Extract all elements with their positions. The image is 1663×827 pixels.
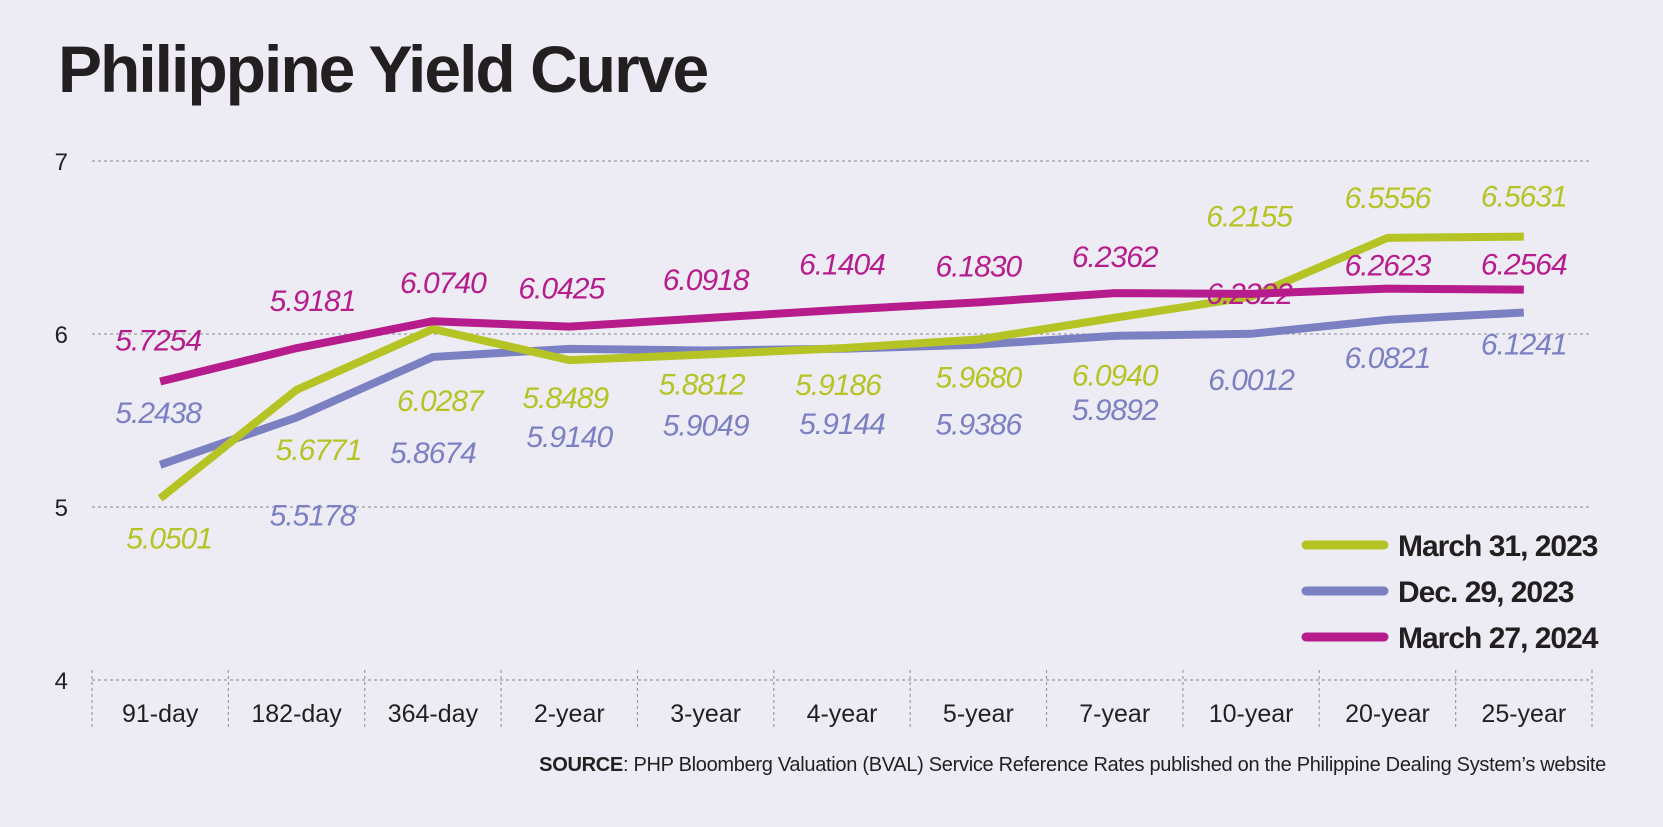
grid (91, 160, 1593, 728)
data-label: 6.0940 (1072, 360, 1159, 393)
x-tick-label: 3-year (670, 700, 741, 728)
data-label: 5.5178 (270, 499, 357, 532)
data-label: 5.9386 (935, 409, 1022, 442)
axes: 4 5 6 7 91-day 182-day 364-day 2-year 3-year 4-ye… (55, 149, 1567, 728)
legend-label: March 31, 2023 (1398, 530, 1598, 563)
y-tick-label: 7 (55, 149, 68, 176)
x-tick-label: 5-year (943, 700, 1014, 728)
data-label: 5.9144 (799, 408, 885, 441)
data-label: 6.1404 (799, 249, 885, 282)
x-tick-label: 10-year (1209, 700, 1294, 728)
data-label: 6.0740 (400, 267, 487, 300)
data-label: 6.0918 (663, 264, 750, 297)
data-label: 5.9680 (935, 362, 1022, 395)
x-tick-label: 182-day (251, 700, 342, 728)
data-label: 5.6771 (276, 434, 362, 467)
series-line-2 (159, 284, 1524, 386)
data-label: 6.2155 (1206, 201, 1293, 234)
source-note: SOURCE: PHP Bloomberg Valuation (BVAL) S… (539, 754, 1606, 777)
x-tick-label: 4-year (807, 700, 878, 728)
data-label: 5.9181 (270, 285, 356, 318)
series-lines (157, 232, 1525, 502)
x-tick-label: 364-day (388, 700, 479, 728)
source-text: : PHP Bloomberg Valuation (BVAL) Service… (622, 754, 1606, 776)
legend-label: Dec. 29, 2023 (1398, 576, 1574, 609)
data-label: 5.0501 (126, 522, 212, 555)
data-label: 6.1830 (935, 250, 1022, 283)
data-label: 6.0821 (1345, 342, 1431, 375)
data-label: 6.0425 (518, 273, 605, 306)
data-label: 6.0012 (1208, 364, 1295, 397)
data-label: 6.5556 (1345, 182, 1432, 215)
legend: March 31, 2023 Dec. 29, 2023 March 27, 202… (1301, 530, 1600, 655)
x-tick-label: 2-year (534, 700, 605, 728)
data-label: 5.9049 (663, 409, 750, 442)
data-labels: 5.0501 5.6771 6.0287 5.8489 5.8812 5.9186 5.96… (115, 181, 1568, 556)
x-tick-label: 7-year (1079, 700, 1150, 728)
data-label: 5.8489 (522, 382, 609, 415)
y-tick-label: 6 (55, 322, 68, 349)
data-label: 6.2623 (1345, 250, 1432, 283)
data-label: 5.9186 (795, 369, 882, 402)
series-line-0 (157, 232, 1524, 502)
data-label: 6.5631 (1481, 181, 1567, 214)
data-label: 5.8812 (659, 369, 746, 402)
source-label: SOURCE (539, 754, 623, 776)
data-label: 5.7254 (115, 325, 201, 358)
data-label: 5.9892 (1072, 394, 1159, 427)
y-tick-label: 5 (55, 495, 68, 522)
data-label: 6.1241 (1481, 329, 1567, 362)
data-label: 5.2438 (115, 397, 202, 430)
data-label: 6.2564 (1481, 249, 1567, 282)
chart-title: Philippine Yield Curve (58, 32, 709, 106)
data-label: 6.2322 (1206, 278, 1293, 311)
data-label: 5.8674 (390, 437, 476, 470)
y-tick-label: 4 (55, 668, 68, 695)
data-label: 6.2362 (1072, 241, 1159, 274)
data-label: 5.9140 (526, 421, 613, 454)
x-tick-label: 91-day (122, 700, 199, 728)
x-tick-label: 20-year (1345, 700, 1430, 728)
legend-label: March 27, 2024 (1398, 622, 1599, 655)
x-tick-label: 25-year (1481, 700, 1566, 728)
data-label: 6.0287 (397, 385, 485, 418)
